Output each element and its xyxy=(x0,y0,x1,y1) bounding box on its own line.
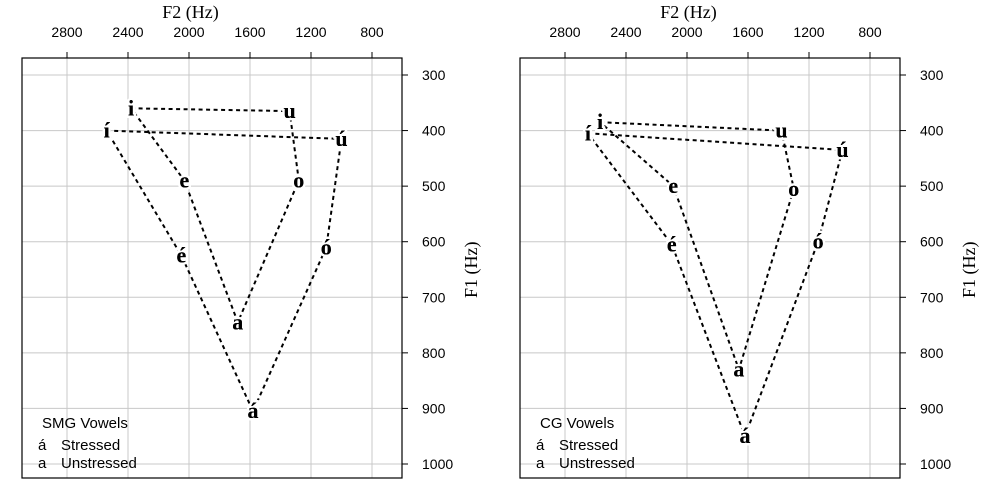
legend-stressed-label: Stressed xyxy=(559,437,618,454)
x-tick-label: 1200 xyxy=(793,24,824,40)
y-tick-label: 500 xyxy=(920,178,944,194)
y-tick-label: 900 xyxy=(422,400,446,416)
cg-vowel-chart: 2800 2400 2000 1600 1200 800 F2 (Hz) 300 400 500 6… xyxy=(519,2,980,479)
vowel-point-í: í xyxy=(585,120,592,145)
vowel-label-halo: ó xyxy=(813,229,824,254)
y-tick-label: 300 xyxy=(422,67,446,83)
y-tick-label: 1000 xyxy=(422,456,453,472)
vowel-label-halo: i xyxy=(597,109,603,134)
x-tick-label: 800 xyxy=(360,24,384,40)
x-tick-label: 800 xyxy=(858,24,882,40)
vowel-label-halo: á xyxy=(739,423,750,448)
vowel-label-halo: u xyxy=(775,118,787,143)
y-tick-label: 400 xyxy=(920,123,944,139)
vowel-point-ú: ú xyxy=(836,137,848,162)
legend-unstressed-label: Unstressed xyxy=(559,455,635,472)
vowel-point-u: u xyxy=(775,118,787,143)
vowel-label-halo: é xyxy=(667,231,677,256)
legend-stressed-symbol: á xyxy=(38,437,47,454)
y-tick-label: 600 xyxy=(422,234,446,250)
plot-frame xyxy=(21,57,403,479)
stressed-vowel-polygon xyxy=(104,129,343,414)
vowel-point-e: e xyxy=(180,168,190,193)
x-tick-label: 2400 xyxy=(112,24,143,40)
vowel-label-halo: é xyxy=(176,243,186,268)
vowel-label-halo: a xyxy=(733,357,744,382)
y-tick-label: 500 xyxy=(422,178,446,194)
legend-unstressed-symbol: a xyxy=(38,455,47,472)
legend-title: CG Vowels xyxy=(540,415,614,432)
y-tick-label: 400 xyxy=(422,123,446,139)
y-tick-label: 600 xyxy=(920,234,944,250)
x-tick-label: 1600 xyxy=(732,24,763,40)
legend-stressed-label: Stressed xyxy=(61,437,120,454)
vowel-label-halo: ú xyxy=(836,137,848,162)
legend-unstressed-symbol: a xyxy=(536,455,545,472)
vowel-label-halo: e xyxy=(668,173,678,198)
vowel-label-halo: e xyxy=(180,168,190,193)
vowel-label-halo: á xyxy=(248,398,259,423)
unstressed-vowel-polygon xyxy=(129,107,300,325)
vowel-label-halo: o xyxy=(788,176,799,201)
vowel-label-halo: ó xyxy=(321,234,332,259)
legend-stressed-symbol: á xyxy=(536,437,545,454)
vowel-point-á: á xyxy=(739,423,750,448)
vowel-point-ó: ó xyxy=(813,229,824,254)
vowel-point-ú: ú xyxy=(335,126,347,151)
vowel-point-ó: ó xyxy=(321,234,332,259)
y-tick-label: 800 xyxy=(422,345,446,361)
stressed-vowel-polygon xyxy=(585,132,844,440)
x-axis-title: F2 (Hz) xyxy=(660,2,717,23)
vowel-point-é: é xyxy=(667,231,677,256)
y-tick-label: 800 xyxy=(920,345,944,361)
x-axis-title: F2 (Hz) xyxy=(162,2,219,23)
x-tick-label: 2800 xyxy=(51,24,82,40)
x-tick-label: 2000 xyxy=(671,24,702,40)
unstressed-vowel-polygon xyxy=(597,121,795,373)
vowel-label-halo: o xyxy=(293,168,304,193)
y-tick-label: 700 xyxy=(422,289,446,305)
vowel-point-o: o xyxy=(788,176,799,201)
x-tick-label: 2000 xyxy=(173,24,204,40)
y-tick-label: 900 xyxy=(920,400,944,416)
vowel-point-a: a xyxy=(232,309,243,334)
vowel-point-u: u xyxy=(284,98,296,123)
x-tick-label: 2400 xyxy=(610,24,641,40)
smg-vowel-chart: 2800 2400 2000 1600 1200 800 F2 (Hz) 300 400 500 6… xyxy=(21,2,482,479)
vowel-label-halo: i xyxy=(128,95,134,120)
y-tick-label: 300 xyxy=(920,67,944,83)
x-tick-label: 1600 xyxy=(234,24,265,40)
vowel-label-halo: ú xyxy=(335,126,347,151)
x-tick-label: 1200 xyxy=(295,24,326,40)
vowel-label-halo: a xyxy=(232,309,243,334)
vowel-point-o: o xyxy=(293,168,304,193)
y-tick-label: 1000 xyxy=(920,456,951,472)
vowel-point-é: é xyxy=(176,243,186,268)
vowel-point-í: í xyxy=(104,118,111,143)
vowel-point-i: i xyxy=(128,95,134,120)
vowel-label-halo: u xyxy=(284,98,296,123)
vowel-point-i: i xyxy=(597,109,603,134)
vowel-point-e: e xyxy=(668,173,678,198)
vowel-point-á: á xyxy=(248,398,259,423)
x-tick-label: 2800 xyxy=(549,24,580,40)
plot-frame xyxy=(519,57,901,479)
y-tick-label: 700 xyxy=(920,289,944,305)
y-axis-title: F1 (Hz) xyxy=(461,241,482,298)
y-axis-title: F1 (Hz) xyxy=(959,241,980,298)
legend-unstressed-label: Unstressed xyxy=(61,455,137,472)
legend-title: SMG Vowels xyxy=(42,415,128,432)
vowel-point-a: a xyxy=(733,357,744,382)
